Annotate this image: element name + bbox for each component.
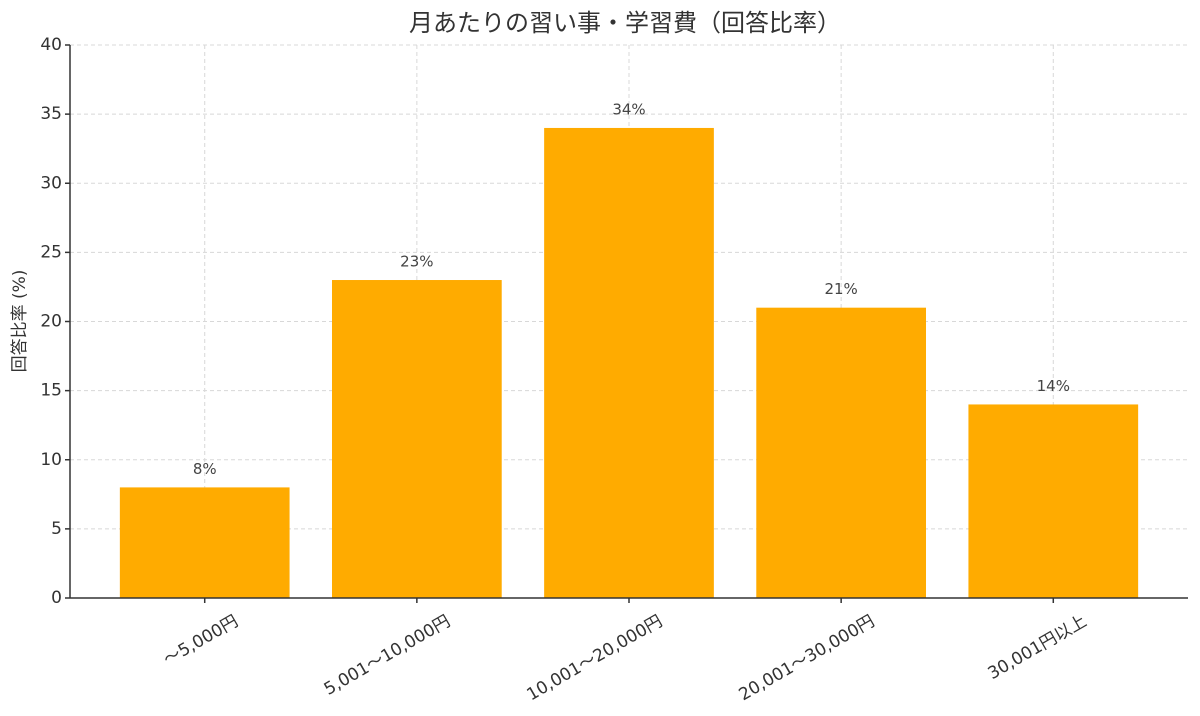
value-label: 14% xyxy=(1037,377,1070,395)
value-label: 34% xyxy=(612,100,645,118)
bar xyxy=(119,487,290,598)
y-tick-label: 25 xyxy=(40,242,62,262)
bar xyxy=(544,127,714,598)
x-tick-label: 10,001〜20,000円 xyxy=(524,611,666,705)
x-tick-label: 30,001円以上 xyxy=(985,611,1091,684)
bar xyxy=(756,307,927,598)
y-axis-label: 回答比率 (%) xyxy=(10,270,30,373)
y-tick-label: 35 xyxy=(40,104,62,124)
y-tick-label: 40 xyxy=(40,35,62,55)
y-tick-label: 10 xyxy=(40,450,62,470)
bar xyxy=(968,404,1139,598)
value-label: 8% xyxy=(193,460,217,478)
x-tick-label: 20,001〜30,000円 xyxy=(736,611,878,705)
bar xyxy=(331,280,502,598)
chart-title: 月あたりの習い事・学習費（回答比率） xyxy=(409,9,841,37)
y-tick-label: 20 xyxy=(40,312,62,332)
x-tick-label: 5,001〜10,000円 xyxy=(321,611,454,699)
y-tick-label: 30 xyxy=(40,173,62,193)
y-tick-label: 5 xyxy=(51,519,62,539)
y-tick-label: 15 xyxy=(40,381,62,401)
value-label: 21% xyxy=(824,280,857,298)
x-tick-label: 〜5,000円 xyxy=(160,611,242,670)
y-tick-label: 0 xyxy=(51,588,62,608)
value-label: 23% xyxy=(400,253,433,271)
